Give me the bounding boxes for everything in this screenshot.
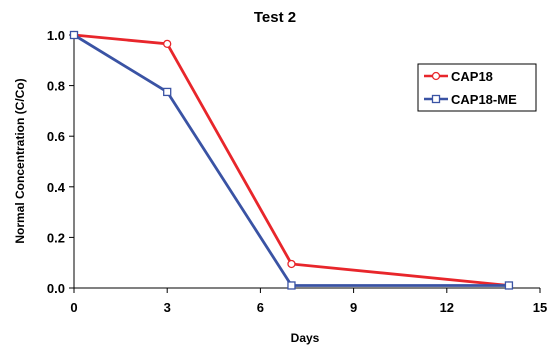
data-point-cap18 xyxy=(287,259,296,269)
series-line-cap18-me xyxy=(73,33,509,287)
y-tick-label: 0.6 xyxy=(47,129,65,144)
y-axis-label: Normal Concentration (C/Co) xyxy=(13,78,27,243)
data-point-cap18-me xyxy=(287,281,296,290)
legend-box xyxy=(417,63,537,112)
x-tick-label: 15 xyxy=(533,300,547,315)
legend-label-cap18-me: CAP18-ME xyxy=(451,92,517,107)
x-tick-label: 9 xyxy=(350,300,357,315)
y-tick-label: 1.0 xyxy=(47,28,65,43)
data-point-cap18-me xyxy=(69,30,79,40)
plot-area xyxy=(73,35,540,289)
data-point-cap18 xyxy=(163,39,172,49)
y-tick-label: 0.8 xyxy=(47,79,65,94)
legend-marker-cap18 xyxy=(431,71,441,81)
x-tick-label: 3 xyxy=(164,300,171,315)
y-tick-label: 0.2 xyxy=(47,230,65,245)
y-tick-label: 0.4 xyxy=(47,180,66,195)
legend-marker-cap18-me xyxy=(431,94,441,104)
chart-title: Test 2 xyxy=(254,9,296,26)
legend-label-cap18: CAP18 xyxy=(451,69,493,84)
series-layer xyxy=(69,30,514,290)
legend: CAP18 CAP18-ME xyxy=(417,63,537,112)
legend-item-cap18-me: CAP18-ME xyxy=(424,92,517,107)
x-axis: 0 3 6 9 12 15 xyxy=(70,288,547,315)
data-point-cap18-me xyxy=(504,281,514,290)
x-tick-label: 6 xyxy=(257,300,264,315)
y-tick-label: 0.0 xyxy=(47,281,65,296)
x-tick-label: 0 xyxy=(70,300,77,315)
x-axis-label: Days xyxy=(291,331,320,345)
y-axis: 0.0 0.2 0.4 0.6 0.8 1.0 xyxy=(47,28,74,296)
series-cap18-me xyxy=(69,30,514,290)
x-tick-label: 12 xyxy=(440,300,454,315)
data-point-cap18-me xyxy=(163,87,172,97)
series-line-cap18 xyxy=(73,33,510,287)
legend-item-cap18: CAP18 xyxy=(424,69,493,84)
